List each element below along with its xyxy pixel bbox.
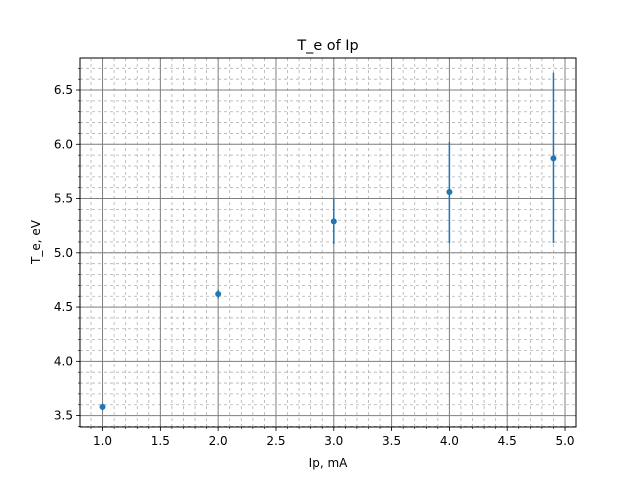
data-point bbox=[99, 403, 106, 410]
x-tick-label: 5.0 bbox=[555, 434, 574, 448]
x-tick-label: 4.5 bbox=[498, 434, 517, 448]
plot-frame bbox=[79, 57, 577, 428]
x-tick-label: 1.5 bbox=[151, 434, 170, 448]
chart-title: T_e of Ip bbox=[296, 38, 358, 54]
x-axis-label: Ip, mA bbox=[309, 456, 348, 470]
x-tick-label: 4.0 bbox=[440, 434, 459, 448]
y-tick-label: 5.5 bbox=[54, 192, 73, 206]
x-tick-label: 3.5 bbox=[382, 434, 401, 448]
data-point bbox=[446, 189, 453, 196]
y-axis-label: T_e, eV bbox=[29, 219, 43, 265]
y-tick-label: 5.0 bbox=[54, 246, 73, 260]
data-point bbox=[550, 155, 557, 162]
y-tick-label: 6.5 bbox=[54, 83, 73, 97]
x-axis-ticks: 1.0 1.5 2.0 2.5 3.0 3.5 4.0 4.5 5.0 bbox=[90, 427, 575, 448]
y-tick-label: 6.0 bbox=[54, 137, 73, 151]
data-point bbox=[330, 218, 337, 225]
x-tick-label: 1.0 bbox=[93, 434, 112, 448]
y-tick-label: 4.0 bbox=[54, 354, 73, 368]
x-tick-label: 2.0 bbox=[209, 434, 228, 448]
x-tick-label: 2.5 bbox=[266, 434, 285, 448]
y-axis-ticks: 3.5 4.0 4.5 5.0 5.5 6.0 6.5 bbox=[54, 68, 80, 427]
data-point bbox=[215, 291, 222, 298]
y-tick-label: 3.5 bbox=[54, 409, 73, 423]
data-points bbox=[99, 155, 557, 410]
y-tick-label: 4.5 bbox=[54, 300, 73, 314]
x-tick-label: 3.0 bbox=[324, 434, 343, 448]
